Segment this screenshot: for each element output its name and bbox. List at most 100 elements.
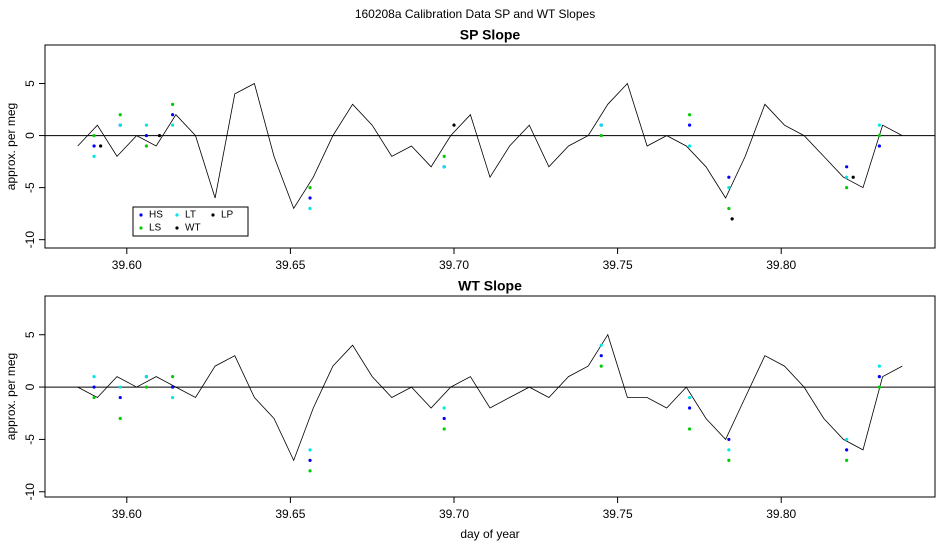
x-tick-label: 39.75 bbox=[603, 258, 633, 272]
series-point bbox=[845, 448, 849, 452]
series-point bbox=[442, 427, 446, 431]
series-point bbox=[845, 165, 849, 169]
series-point bbox=[877, 375, 881, 379]
x-tick-label: 39.60 bbox=[112, 507, 142, 521]
x-tick-label: 39.80 bbox=[766, 258, 796, 272]
y-axis-label: approx. per meg bbox=[4, 103, 18, 190]
series-point bbox=[730, 217, 734, 221]
series-point bbox=[144, 144, 149, 148]
legend-label: WT bbox=[185, 223, 201, 234]
series-point bbox=[599, 364, 603, 368]
series-point bbox=[845, 437, 849, 442]
series-point bbox=[452, 123, 456, 127]
series-point bbox=[877, 123, 881, 127]
series-point bbox=[171, 375, 175, 379]
series-point bbox=[144, 375, 149, 379]
series-point bbox=[687, 395, 692, 400]
series-point bbox=[171, 385, 175, 389]
series-line bbox=[77, 82, 903, 210]
x-tick-label: 39.70 bbox=[439, 258, 469, 272]
series-point bbox=[144, 123, 149, 127]
page-title: 160208a Calibration Data SP and WT Slope… bbox=[355, 7, 595, 21]
plot-frame bbox=[44, 44, 936, 249]
series-point bbox=[308, 448, 312, 452]
chart-title: WT Slope bbox=[458, 278, 522, 294]
series-point bbox=[877, 385, 881, 389]
series-point bbox=[687, 113, 692, 117]
series-point bbox=[118, 395, 122, 400]
series-point bbox=[877, 133, 881, 138]
series-point bbox=[877, 144, 881, 148]
series-point bbox=[599, 343, 603, 347]
plot-frame bbox=[44, 295, 936, 498]
series-point bbox=[171, 395, 175, 400]
series-point bbox=[687, 427, 692, 431]
legend-marker bbox=[175, 226, 179, 230]
series-point bbox=[442, 416, 446, 421]
legend-label: HS bbox=[149, 210, 163, 221]
x-axis-label: day of year bbox=[460, 527, 519, 541]
series-point bbox=[442, 154, 446, 158]
series-point bbox=[727, 437, 731, 442]
y-tick-label: 0 bbox=[23, 132, 37, 139]
series-point bbox=[599, 354, 603, 358]
series-point bbox=[171, 102, 175, 106]
chart-title: SP Slope bbox=[460, 27, 521, 43]
series-point bbox=[92, 395, 96, 400]
y-tick-label: -10 bbox=[23, 231, 37, 249]
series-point bbox=[727, 186, 731, 190]
series-point bbox=[442, 406, 446, 410]
series-point bbox=[845, 458, 849, 462]
series-point bbox=[92, 375, 96, 379]
series-point bbox=[308, 458, 312, 462]
legend-label: LP bbox=[221, 210, 234, 221]
x-tick-label: 39.80 bbox=[766, 507, 796, 521]
series-point bbox=[144, 385, 149, 389]
series-point bbox=[92, 133, 96, 138]
series-point bbox=[118, 385, 122, 389]
legend-marker bbox=[211, 213, 215, 217]
series-point bbox=[308, 196, 312, 200]
y-tick-label: -5 bbox=[23, 182, 37, 193]
series-point bbox=[144, 133, 149, 138]
legend-marker bbox=[175, 213, 179, 217]
x-tick-label: 39.65 bbox=[275, 258, 305, 272]
series-point bbox=[687, 123, 692, 127]
series-line bbox=[77, 333, 903, 462]
series-point bbox=[687, 144, 692, 148]
series-point bbox=[171, 123, 175, 127]
y-tick-label: 0 bbox=[23, 383, 37, 390]
series-point bbox=[851, 175, 855, 179]
series-point bbox=[599, 123, 603, 127]
series-point bbox=[687, 406, 692, 410]
series-point bbox=[171, 113, 175, 117]
x-tick-label: 39.70 bbox=[439, 507, 469, 521]
legend-marker bbox=[139, 213, 143, 217]
x-tick-label: 39.65 bbox=[275, 507, 305, 521]
y-tick-label: -10 bbox=[23, 483, 37, 501]
series-point bbox=[308, 469, 312, 473]
legend-box bbox=[132, 206, 249, 237]
series-point bbox=[845, 175, 849, 179]
series-point bbox=[845, 186, 849, 190]
y-tick-label: -5 bbox=[23, 434, 37, 445]
series-point bbox=[308, 206, 312, 211]
series-point bbox=[118, 113, 122, 117]
series-point bbox=[118, 416, 122, 421]
y-tick-label: 5 bbox=[23, 331, 37, 338]
series-point bbox=[118, 123, 122, 127]
x-tick-label: 39.75 bbox=[603, 507, 633, 521]
y-tick-label: 5 bbox=[23, 80, 37, 87]
series-point bbox=[727, 458, 731, 462]
series-point bbox=[92, 385, 96, 389]
series-point bbox=[727, 448, 731, 452]
series-point bbox=[442, 165, 446, 169]
series-point bbox=[157, 133, 162, 138]
series-point bbox=[92, 154, 96, 158]
y-axis-label: approx. per meg bbox=[4, 353, 18, 440]
legend-marker bbox=[139, 226, 143, 230]
x-tick-label: 39.60 bbox=[112, 258, 142, 272]
legend-label: LS bbox=[149, 223, 162, 234]
